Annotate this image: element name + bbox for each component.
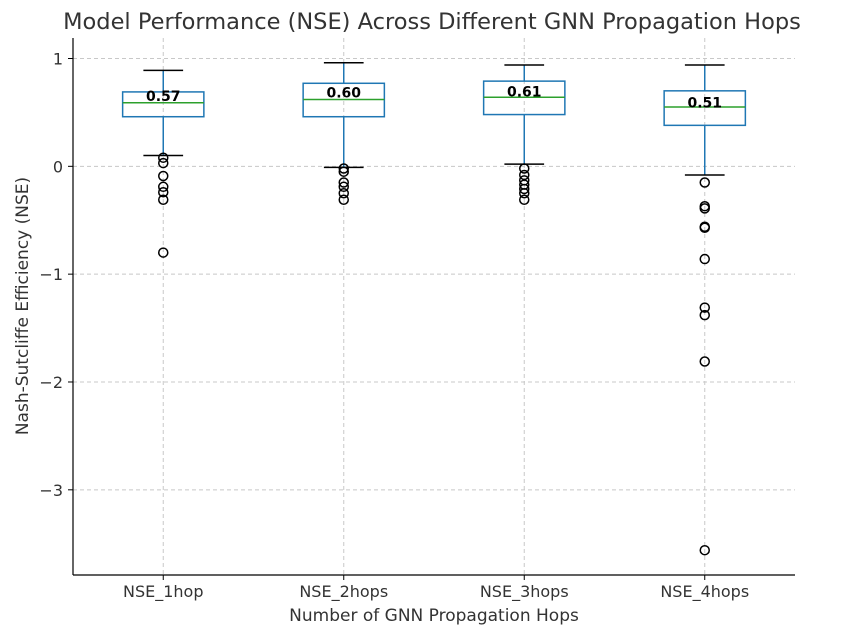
flier [338, 163, 349, 174]
flier [158, 194, 169, 205]
flier [158, 170, 169, 182]
flier [519, 188, 530, 199]
x-axis-label: Number of GNN Propagation Hops [289, 606, 579, 626]
flier [158, 186, 169, 198]
chart-title: Model Performance (NSE) Across Different… [63, 9, 801, 35]
y-tick-label: −2 [39, 373, 63, 392]
mean-label: 0.61 [507, 85, 542, 101]
x-tick-label: NSE_2hops [299, 582, 388, 602]
x-tick-label: NSE_3hops [480, 582, 569, 602]
y-tick-label: 0 [53, 157, 63, 176]
flier [338, 194, 349, 205]
flier [699, 356, 710, 367]
flier [338, 177, 349, 188]
mean-label: 0.60 [326, 86, 361, 102]
flier [519, 163, 530, 174]
flier [699, 253, 710, 265]
flier [158, 152, 169, 163]
flier [699, 544, 710, 556]
box [663, 90, 747, 127]
flier [699, 203, 710, 214]
flier [158, 247, 169, 258]
y-tick-label: 1 [53, 49, 63, 68]
flier [338, 166, 349, 177]
y-tick-label: −3 [39, 481, 63, 500]
y-tick-label: −1 [39, 265, 63, 284]
x-tick-label: NSE_4hops [660, 582, 749, 602]
flier [699, 309, 710, 321]
mean-label: 0.51 [687, 95, 722, 111]
flier [158, 157, 169, 169]
x-tick-label: NSE_1hop [123, 582, 204, 602]
mean-label: 0.57 [146, 89, 181, 105]
flier [158, 181, 169, 193]
flier [519, 194, 530, 205]
y-axis-label: Nash-Sutcliffe Efficiency (NSE) [13, 177, 33, 435]
flier [699, 222, 710, 234]
box [121, 91, 205, 118]
flier [338, 188, 349, 199]
flier [519, 183, 530, 195]
flier [699, 302, 710, 313]
flier [699, 177, 710, 188]
flier [338, 181, 349, 193]
